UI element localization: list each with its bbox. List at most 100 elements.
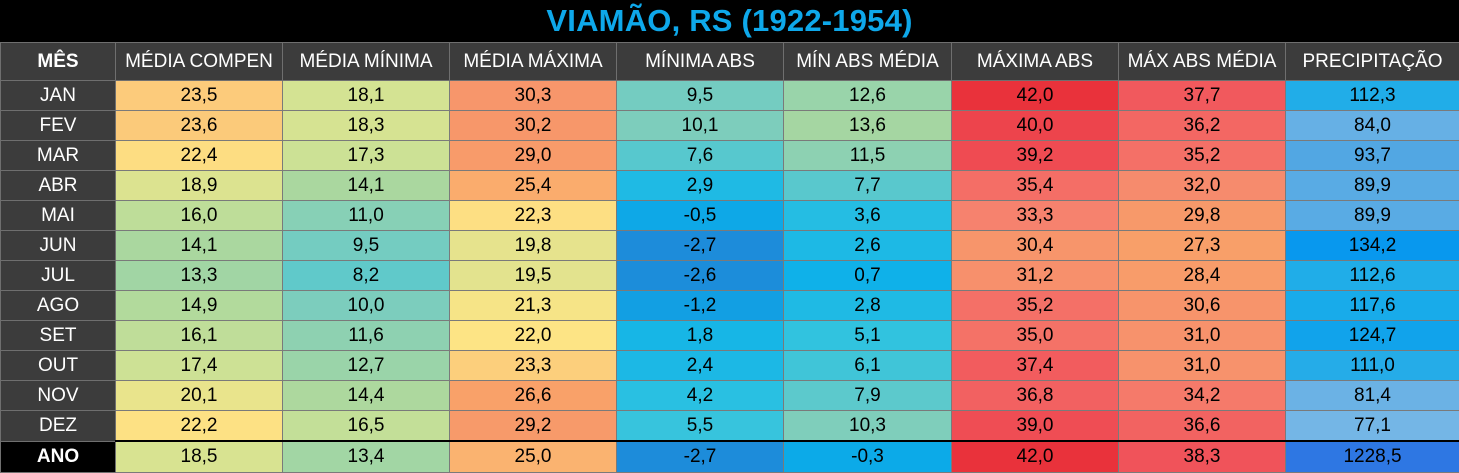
temp-cell: 2,6 [784,231,952,261]
temp-cell: 28,4 [1119,261,1286,291]
precip-cell: 111,0 [1286,351,1459,381]
precip-cell: 112,6 [1286,261,1459,291]
column-header: MÉDIA MÁXIMA [450,43,617,81]
temp-cell: 14,1 [116,231,283,261]
temp-cell: 36,8 [952,381,1119,411]
column-header: MÁXIMA ABS [952,43,1119,81]
month-label: MAI [1,201,116,231]
month-label: FEV [1,111,116,141]
temp-cell: 10,0 [283,291,450,321]
temp-cell: 13,3 [116,261,283,291]
column-header-month: MÊS [1,43,116,81]
precip-cell: 81,4 [1286,381,1459,411]
temp-cell: 10,1 [617,111,784,141]
temp-cell: 38,3 [1119,441,1286,473]
temp-cell: 25,4 [450,171,617,201]
temp-cell: 2,4 [617,351,784,381]
temp-cell: 32,0 [1119,171,1286,201]
temp-cell: -2,7 [617,231,784,261]
temp-cell: 35,2 [952,291,1119,321]
temp-cell: -1,2 [617,291,784,321]
temp-cell: 18,5 [116,441,283,473]
temp-cell: 16,1 [116,321,283,351]
precip-cell: 117,6 [1286,291,1459,321]
month-label: ABR [1,171,116,201]
temp-cell: 17,3 [283,141,450,171]
temp-cell: 16,0 [116,201,283,231]
temp-cell: 9,5 [283,231,450,261]
temp-cell: 3,6 [784,201,952,231]
temp-cell: 26,6 [450,381,617,411]
temp-cell: 36,2 [1119,111,1286,141]
column-header: MÉDIA MÍNIMA [283,43,450,81]
month-label: DEZ [1,411,116,442]
precip-cell: 93,7 [1286,141,1459,171]
temp-cell: 22,4 [116,141,283,171]
temp-cell: 35,0 [952,321,1119,351]
precip-cell: 134,2 [1286,231,1459,261]
month-label: JAN [1,81,116,111]
temp-cell: 5,5 [617,411,784,442]
temp-cell: 10,3 [784,411,952,442]
temp-cell: 5,1 [784,321,952,351]
month-label: JUN [1,231,116,261]
temp-cell: 39,0 [952,411,1119,442]
precip-cell: 124,7 [1286,321,1459,351]
temp-cell: 14,1 [283,171,450,201]
temp-cell: 30,2 [450,111,617,141]
temp-cell: 42,0 [952,441,1119,473]
precip-cell: 1228,5 [1286,441,1459,473]
temp-cell: 27,3 [1119,231,1286,261]
temp-cell: 11,5 [784,141,952,171]
column-header: MÍNIMA ABS [617,43,784,81]
month-label: SET [1,321,116,351]
temp-cell: 11,0 [283,201,450,231]
temp-cell: 23,6 [116,111,283,141]
temp-cell: 4,2 [617,381,784,411]
precip-cell: 112,3 [1286,81,1459,111]
month-label: JUL [1,261,116,291]
temp-cell: 23,3 [450,351,617,381]
temp-cell: 25,0 [450,441,617,473]
temp-cell: 31,2 [952,261,1119,291]
temp-cell: 23,5 [116,81,283,111]
column-header: MÁX ABS MÉDIA [1119,43,1286,81]
month-label: OUT [1,351,116,381]
temp-cell: 21,3 [450,291,617,321]
temp-cell: 37,4 [952,351,1119,381]
temp-cell: -0,5 [617,201,784,231]
temp-cell: 6,1 [784,351,952,381]
annual-label: ANO [1,441,116,473]
temp-cell: 14,9 [116,291,283,321]
temp-cell: 14,4 [283,381,450,411]
temp-cell: 29,0 [450,141,617,171]
temp-cell: 29,2 [450,411,617,442]
temp-cell: 13,4 [283,441,450,473]
temp-cell: 17,4 [116,351,283,381]
temp-cell: 2,9 [617,171,784,201]
temp-cell: 34,2 [1119,381,1286,411]
column-header: MÍN ABS MÉDIA [784,43,952,81]
temp-cell: 22,0 [450,321,617,351]
temp-cell: 12,7 [283,351,450,381]
temp-cell: 37,7 [1119,81,1286,111]
temp-cell: 30,4 [952,231,1119,261]
temp-cell: 9,5 [617,81,784,111]
temp-cell: 16,5 [283,411,450,442]
temp-cell: 8,2 [283,261,450,291]
precip-cell: 89,9 [1286,171,1459,201]
precip-cell: 77,1 [1286,411,1459,442]
temp-cell: 12,6 [784,81,952,111]
temp-cell: 30,3 [450,81,617,111]
temp-cell: 19,8 [450,231,617,261]
temp-cell: 11,6 [283,321,450,351]
